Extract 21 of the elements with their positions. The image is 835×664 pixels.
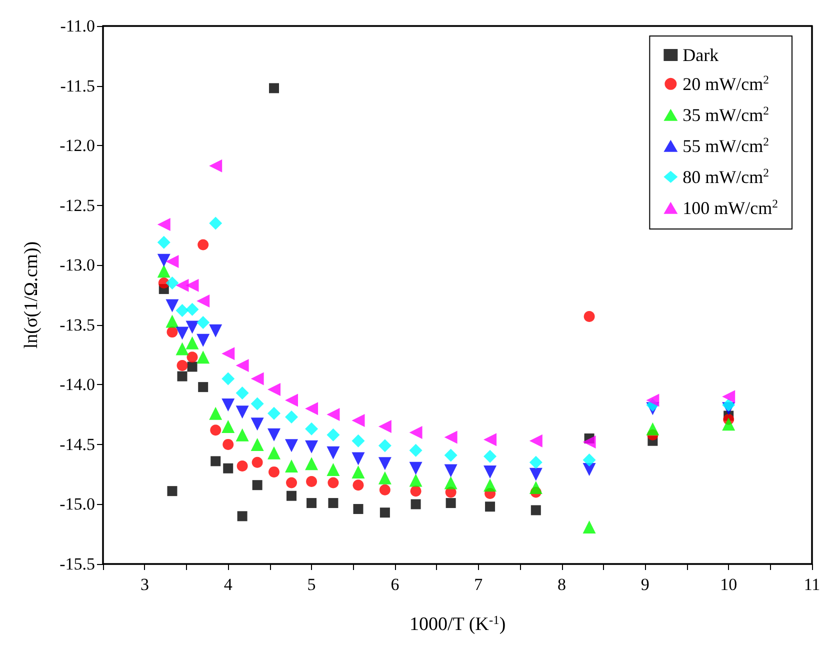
x-tick-label: 10 bbox=[720, 575, 738, 594]
y-tick-label: -14.0 bbox=[60, 375, 95, 394]
legend-label: Dark bbox=[682, 45, 719, 65]
x-tick-label: 9 bbox=[640, 575, 650, 594]
y-tick-label: -13.0 bbox=[60, 256, 95, 275]
y-tick-label: -12.0 bbox=[60, 136, 95, 156]
y-tick-label: -14.5 bbox=[60, 434, 95, 454]
x-tick-label: 5 bbox=[307, 575, 316, 594]
x-tick-label: 6 bbox=[390, 575, 400, 594]
y-tick-label: -15.5 bbox=[60, 554, 95, 574]
y-axis-title: ln(σ(1/Ω.cm)) bbox=[21, 241, 42, 349]
y-tick-label: -11.0 bbox=[60, 16, 95, 36]
x-tick-label: 4 bbox=[224, 575, 233, 594]
x-tick-label: 7 bbox=[474, 575, 484, 594]
x-tick-label: 8 bbox=[558, 575, 566, 594]
x-tick-label: 3 bbox=[140, 575, 149, 594]
y-tick-label: -15.0 bbox=[60, 494, 95, 514]
y-tick-label: -12.5 bbox=[60, 196, 95, 215]
y-tick-label: -11.5 bbox=[60, 76, 95, 96]
y-tick-label: -13.5 bbox=[60, 315, 95, 334]
x-tick-label: 11 bbox=[804, 575, 820, 594]
